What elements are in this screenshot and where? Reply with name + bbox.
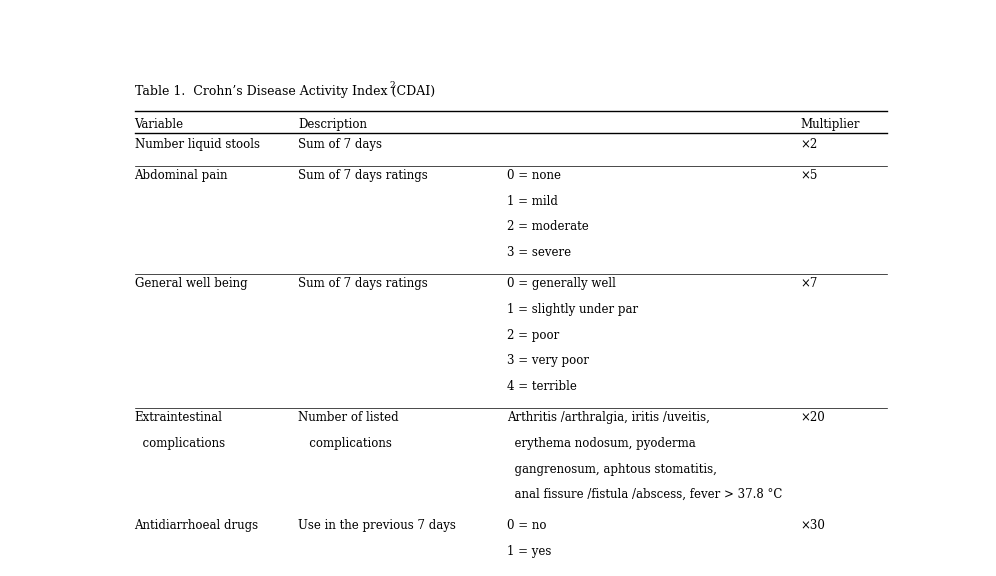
Text: 4 = terrible: 4 = terrible [507, 380, 577, 393]
Text: Variable: Variable [134, 118, 183, 131]
Text: Number liquid stools: Number liquid stools [134, 138, 260, 151]
Text: Use in the previous 7 days: Use in the previous 7 days [298, 520, 456, 532]
Text: 1 = yes: 1 = yes [507, 545, 551, 558]
Text: 0 = no: 0 = no [507, 520, 546, 532]
Text: Description: Description [298, 118, 368, 131]
Text: Antidiarrhoeal drugs: Antidiarrhoeal drugs [134, 520, 259, 532]
Text: complications: complications [134, 437, 225, 450]
Text: 3 = very poor: 3 = very poor [507, 354, 589, 367]
Text: gangrenosum, aphtous stomatitis,: gangrenosum, aphtous stomatitis, [507, 463, 716, 476]
Text: ×2: ×2 [800, 138, 817, 151]
Text: Sum of 7 days ratings: Sum of 7 days ratings [298, 277, 428, 290]
Text: 3 = severe: 3 = severe [507, 246, 571, 259]
Text: Multiplier: Multiplier [800, 118, 860, 131]
Text: anal fissure /fistula /abscess, fever > 37.8 °C: anal fissure /fistula /abscess, fever > … [507, 488, 782, 501]
Text: Sum of 7 days: Sum of 7 days [298, 138, 382, 151]
Text: 1 = mild: 1 = mild [507, 195, 558, 207]
Text: Abdominal pain: Abdominal pain [134, 169, 228, 182]
Text: General well being: General well being [134, 277, 247, 290]
Text: Extraintestinal: Extraintestinal [134, 411, 222, 424]
Text: erythema nodosum, pyoderma: erythema nodosum, pyoderma [507, 437, 695, 450]
Text: 0 = none: 0 = none [507, 169, 561, 182]
Text: 2: 2 [389, 81, 394, 90]
Text: Table 1.  Crohn’s Disease Activity Index (CDAI): Table 1. Crohn’s Disease Activity Index … [134, 85, 434, 98]
Text: ×30: ×30 [800, 520, 825, 532]
Text: Sum of 7 days ratings: Sum of 7 days ratings [298, 169, 428, 182]
Text: 2 = poor: 2 = poor [507, 328, 559, 342]
Text: ×7: ×7 [800, 277, 818, 290]
Text: Arthritis /arthralgia, iritis /uveitis,: Arthritis /arthralgia, iritis /uveitis, [507, 411, 709, 424]
Text: Number of listed: Number of listed [298, 411, 398, 424]
Text: 1 = slightly under par: 1 = slightly under par [507, 303, 637, 316]
Text: 2 = moderate: 2 = moderate [507, 221, 589, 233]
Text: 0 = generally well: 0 = generally well [507, 277, 616, 290]
Text: ×20: ×20 [800, 411, 825, 424]
Text: complications: complications [298, 437, 392, 450]
Text: ×5: ×5 [800, 169, 818, 182]
